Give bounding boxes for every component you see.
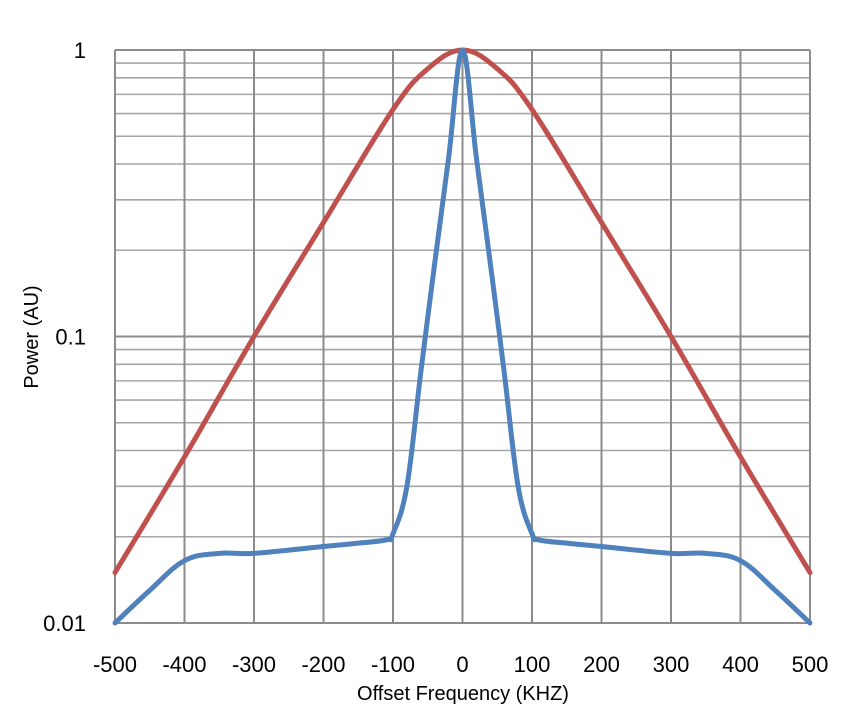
series-layer <box>112 47 813 626</box>
x-tick-label: -500 <box>93 652 137 677</box>
x-tick-label: 0 <box>456 652 468 677</box>
x-axis-ticks: -500 -400 -300 -200 -100 0 100 200 300 400 500 <box>93 652 828 677</box>
x-tick-label: 300 <box>653 652 690 677</box>
grid <box>114 49 811 624</box>
x-tick-label: 400 <box>722 652 759 677</box>
x-axis-label: Offset Frequency (KHZ) <box>357 683 569 705</box>
x-tick-label: 500 <box>792 652 829 677</box>
x-tick-label: -100 <box>371 652 415 677</box>
y-axis-ticks: 0.01 0.1 1 <box>43 38 86 636</box>
x-tick-label: -400 <box>162 652 206 677</box>
y-tick-label: 0.1 <box>55 325 86 350</box>
y-tick-label: 1 <box>74 38 86 63</box>
y-tick-label: 0.01 <box>43 611 86 636</box>
x-tick-label: 200 <box>583 652 620 677</box>
x-tick-label: -300 <box>232 652 276 677</box>
series-line-2 <box>112 47 813 626</box>
x-tick-label: -200 <box>301 652 345 677</box>
x-tick-label: 100 <box>514 652 551 677</box>
y-axis-label: Power (AU) <box>21 285 43 388</box>
